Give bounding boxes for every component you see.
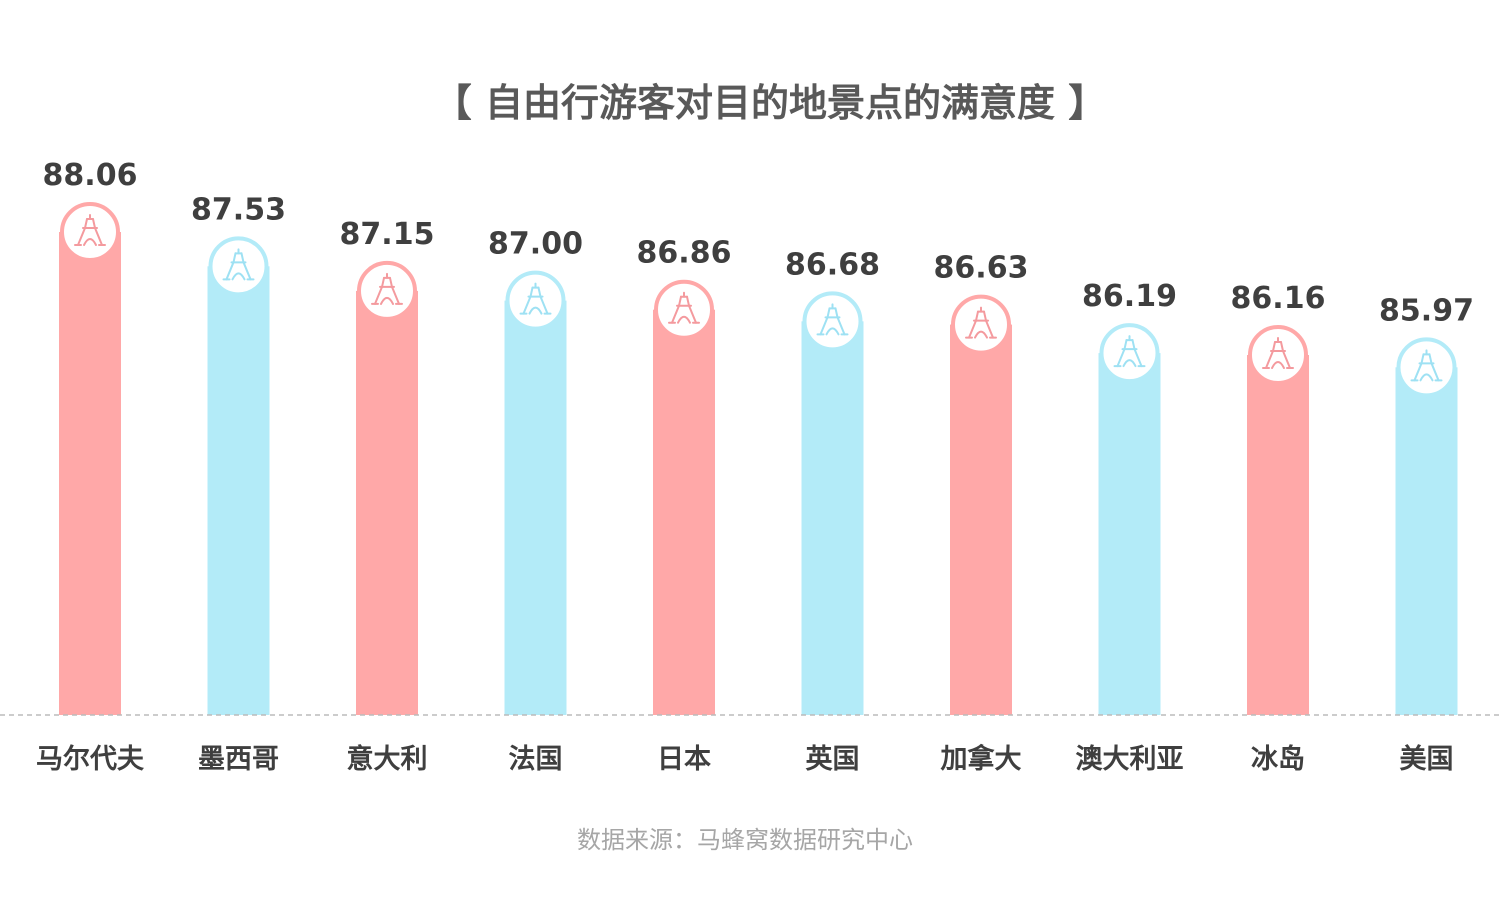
bar-group [59, 202, 121, 715]
bar-group [1395, 337, 1458, 715]
category-label: 墨西哥 [198, 744, 279, 775]
category-label: 加拿大 [941, 743, 1022, 775]
bar [59, 232, 121, 715]
value-labels-layer: 88.06 87.53 87.15 87.00 86.86 86.68 86.63 86.19… [43, 158, 1474, 328]
category-label: 法国 [509, 744, 563, 775]
category-label: 英国 [806, 744, 860, 775]
bar-group [504, 270, 567, 715]
category-label: 马尔代夫 [36, 744, 145, 775]
bar [1098, 353, 1161, 715]
bar-group [1098, 323, 1161, 715]
bar-cap-circle [208, 236, 269, 297]
bar-group [653, 279, 715, 715]
bar-group [207, 236, 270, 715]
bar-cap-circle [60, 202, 120, 262]
bar-group [950, 294, 1012, 715]
category-label: 冰岛 [1251, 743, 1305, 775]
bar-value-label: 85.97 [1379, 293, 1474, 328]
category-label: 澳大利亚 [1076, 744, 1184, 775]
bar-group [801, 291, 864, 715]
bar-cap-circle [951, 294, 1011, 355]
category-label: 意大利 [347, 743, 428, 775]
category-label: 日本 [657, 744, 711, 775]
bar-value-label: 88.06 [43, 158, 138, 193]
bar-cap-circle [1248, 325, 1308, 386]
bar-cap-circle [1396, 337, 1457, 398]
chart-title: 【 自由行游客对目的地景点的满意度 】 [434, 81, 1106, 125]
source-note: 数据来源：马蜂窝数据研究中心 [577, 826, 913, 854]
category-labels-layer: 马尔代夫 墨西哥 意大利 法国 日本 英国 加拿大 澳大利亚 冰岛 美国 [36, 743, 1454, 775]
bar [504, 300, 567, 715]
bar-cap-circle [802, 291, 863, 352]
bar [356, 290, 418, 715]
bar [1395, 367, 1458, 715]
bar-value-label: 86.68 [785, 247, 880, 282]
category-label: 美国 [1400, 743, 1454, 775]
bar-cap-circle [357, 260, 417, 321]
bar-cap-circle [1099, 323, 1160, 384]
bar [653, 309, 715, 715]
bar-value-label: 87.00 [488, 227, 583, 262]
bar [207, 266, 270, 715]
bar-value-label: 86.16 [1231, 281, 1326, 316]
bar-value-label: 86.86 [637, 236, 732, 271]
bars-layer [59, 202, 1458, 715]
bar [1247, 355, 1309, 715]
bar [801, 321, 864, 715]
bar-value-label: 86.19 [1082, 279, 1177, 314]
bar [950, 324, 1012, 715]
bar-value-label: 87.15 [340, 217, 435, 252]
bar-cap-circle [505, 270, 566, 331]
bar-group [1247, 325, 1309, 715]
bar-cap-circle [654, 279, 714, 340]
bar-group [356, 260, 418, 715]
bar-value-label: 87.53 [191, 192, 286, 227]
bar-value-label: 86.63 [934, 251, 1029, 286]
